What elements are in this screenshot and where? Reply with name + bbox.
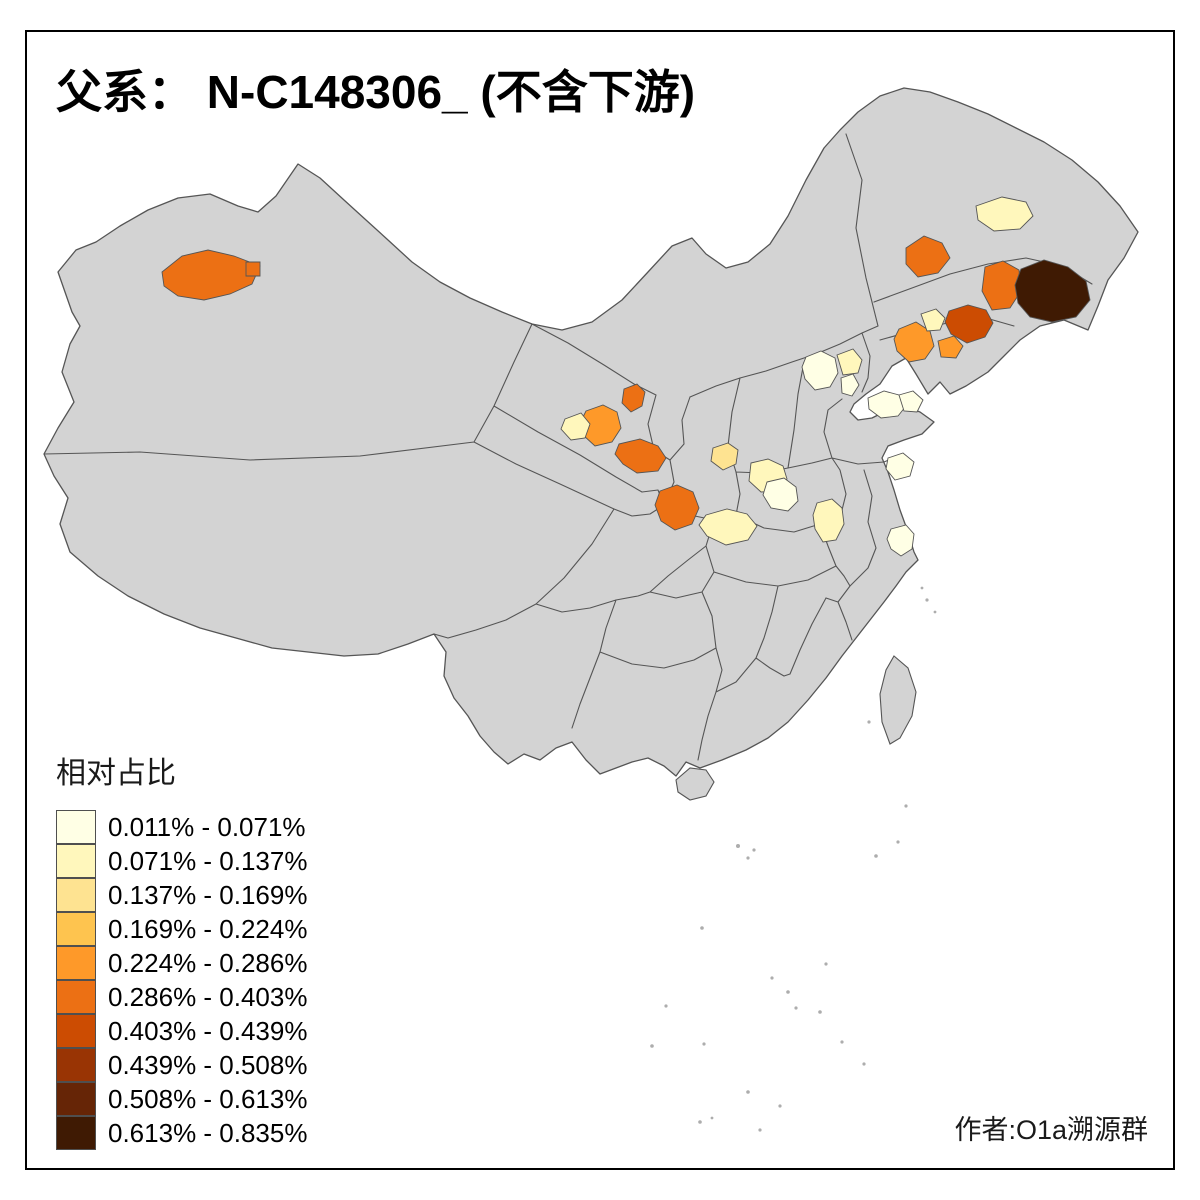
- legend-swatch: [56, 843, 96, 878]
- legend-swatch: [56, 1081, 96, 1116]
- legend-row: 0.071% - 0.137%: [56, 843, 308, 878]
- legend-rows: 0.011% - 0.071% 0.071% - 0.137% 0.137% - 0…: [56, 809, 308, 1150]
- taiwan-island: [879, 655, 917, 745]
- legend-row: 0.439% - 0.508%: [56, 1047, 308, 1082]
- region-qinghai-haidong-cream: [560, 412, 591, 441]
- legend-swatch: [56, 911, 96, 946]
- region-dingxi-orange: [614, 438, 667, 474]
- region-jiangsu-coast-pale: [885, 452, 915, 481]
- legend-row: 0.403% - 0.439%: [56, 1013, 308, 1048]
- legend-swatch: [56, 1013, 96, 1048]
- hainan-island: [675, 767, 715, 801]
- legend-row: 0.011% - 0.071%: [56, 809, 307, 844]
- region-tianjin-pale: [840, 373, 860, 397]
- legend-swatch: [56, 877, 96, 912]
- legend-row: 0.137% - 0.169%: [56, 877, 308, 912]
- legend-row: 0.224% - 0.286%: [56, 945, 308, 980]
- colored-regions: [161, 196, 1091, 557]
- region-beijing-pale: [801, 350, 839, 391]
- region-gansu-north-orange: [621, 383, 646, 413]
- legend-swatch: [56, 979, 96, 1014]
- region-jilin-yanbian-dark: [1014, 259, 1091, 323]
- region-liaoning-orange-b: [937, 335, 964, 359]
- region-chengde-pale: [836, 348, 863, 376]
- region-shanxi-south-yellow: [710, 442, 739, 471]
- map-title: 父系： N-C148306_ (不含下游): [56, 66, 696, 118]
- legend-label: 0.071% - 0.137%: [108, 845, 308, 876]
- region-liaoning-cream: [920, 308, 946, 332]
- legend-row: 0.286% - 0.403%: [56, 979, 308, 1014]
- legend-label: 0.613% - 0.835%: [108, 1117, 308, 1148]
- region-heilongjiang-west: [975, 196, 1034, 232]
- region-shiyan-cream: [698, 508, 758, 546]
- legend-swatch: [56, 1115, 96, 1150]
- legend-row: 0.508% - 0.613%: [56, 1081, 308, 1116]
- legend-swatch: [56, 945, 96, 980]
- legend-label: 0.403% - 0.439%: [108, 1015, 308, 1046]
- legend-label: 0.011% - 0.071%: [108, 811, 306, 842]
- legend-swatch: [56, 809, 96, 844]
- region-liaoning-ne-redbrown: [944, 304, 994, 344]
- legend-label: 0.439% - 0.508%: [108, 1049, 308, 1080]
- legend-title: 相对占比: [56, 757, 176, 790]
- region-shanghai-pale: [886, 524, 915, 557]
- region-hanzhong-orange: [654, 484, 700, 531]
- region-henan-central-pale: [762, 477, 799, 512]
- region-shandong-pale-a: [867, 390, 907, 419]
- legend: 相对占比 0.011% - 0.071% 0.071% - 0.137% 0.137…: [56, 748, 307, 1150]
- region-jilin-central: [981, 260, 1022, 311]
- region-inner-mongolia-ne: [905, 235, 951, 278]
- region-xinjiang-small-orange: [245, 261, 261, 277]
- legend-label: 0.286% - 0.403%: [108, 981, 308, 1012]
- legend-label: 0.508% - 0.613%: [108, 1083, 308, 1114]
- attribution: 作者:O1a溯源群: [954, 1115, 1148, 1145]
- legend-label: 0.224% - 0.286%: [108, 947, 308, 978]
- legend-label: 0.169% - 0.224%: [108, 913, 308, 944]
- region-anhui-pale: [812, 498, 845, 543]
- legend-row: 0.169% - 0.224%: [56, 911, 308, 946]
- legend-label: 0.137% - 0.169%: [108, 879, 308, 910]
- region-shenyang-orange: [893, 321, 935, 363]
- region-xinjiang-ili-orange: [161, 249, 261, 301]
- legend-swatch: [56, 1047, 96, 1082]
- legend-row: 0.613% - 0.835%: [56, 1115, 308, 1150]
- region-shandong-pale-b: [898, 390, 924, 413]
- south-china-sea-islands: [650, 586, 937, 1132]
- plot-border: [25, 30, 1175, 1170]
